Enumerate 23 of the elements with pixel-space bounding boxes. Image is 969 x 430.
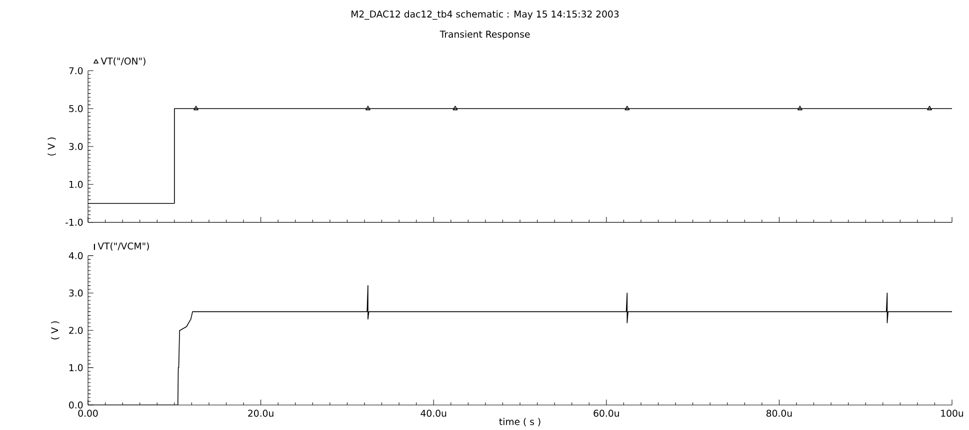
y-tick-label: 3.0	[69, 290, 83, 297]
legend-label: VT("/VCM")	[98, 242, 149, 251]
x-axis-title: time ( s )	[499, 418, 540, 426]
x-tick-label: 20.0u	[248, 410, 274, 417]
x-tick-label: 100u	[941, 410, 964, 417]
chart-subtitle: Transient Response	[440, 30, 530, 40]
x-tick-label: 80.0u	[766, 410, 792, 417]
y-axis-title: ( V )	[48, 138, 56, 156]
y-tick-label: 3.0	[69, 142, 83, 150]
y-tick-label: -1.0	[66, 218, 83, 226]
x-tick-label: 0.00	[78, 410, 98, 417]
y-tick-label: 1.0	[69, 364, 83, 372]
y-axis-title: ( V )	[51, 321, 60, 340]
y-tick-label: 4.0	[68, 252, 83, 260]
y-tick-label: 7.0	[69, 67, 83, 74]
x-tick-label: 60.0u	[594, 410, 619, 417]
legend-label: VT("/ON")	[100, 57, 146, 66]
y-tick-label: 5.0	[69, 105, 83, 112]
y-tick-label: 2.0	[69, 326, 83, 334]
y-tick-label: 0.0	[69, 401, 83, 409]
y-tick-label: 1.0	[69, 180, 83, 188]
chart-title: M2_DAC12 dac12_tb4 schematic : May 15 14:15:32 2003	[352, 10, 619, 20]
x-tick-label: 40.0u	[420, 410, 446, 417]
